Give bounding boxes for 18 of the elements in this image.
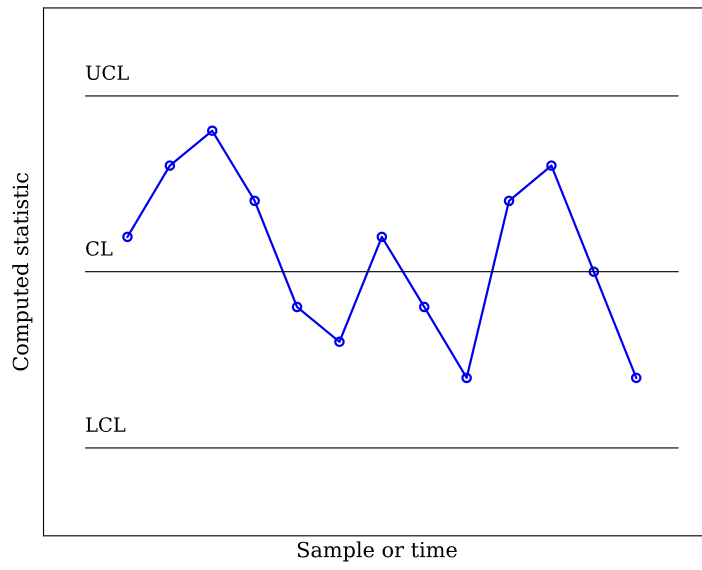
x-axis-title: Sample or time bbox=[298, 541, 457, 562]
point bbox=[588, 266, 600, 278]
y-axis-title: Computed statistic bbox=[12, 173, 32, 371]
point bbox=[292, 302, 302, 312]
point bbox=[461, 372, 472, 384]
point bbox=[630, 372, 642, 384]
point bbox=[546, 160, 557, 171]
point bbox=[334, 336, 345, 348]
point bbox=[376, 232, 388, 242]
ref-line-label: UCL bbox=[86, 65, 129, 80]
point bbox=[122, 232, 133, 242]
ref-line-label: CL bbox=[86, 241, 112, 256]
point bbox=[504, 196, 514, 206]
point bbox=[249, 196, 260, 206]
point bbox=[418, 302, 430, 312]
point bbox=[206, 126, 218, 136]
point bbox=[164, 160, 176, 171]
ref-line-label: LCL bbox=[86, 417, 126, 432]
